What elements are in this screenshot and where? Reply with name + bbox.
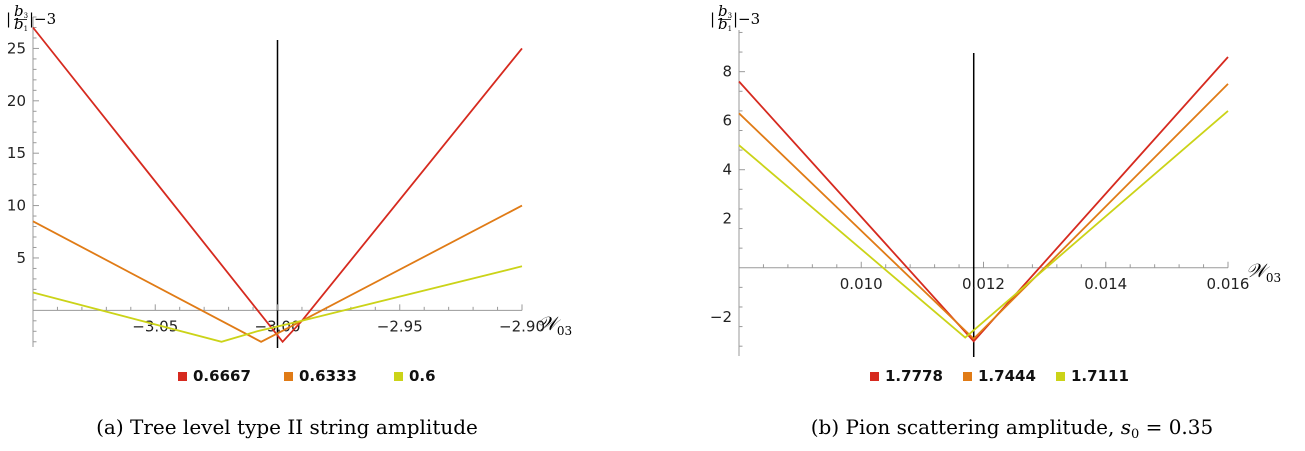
x-tick-label: −2.95 (377, 317, 423, 335)
legend-swatch-0.6667 (178, 372, 187, 381)
y-axis-label-denominator: b1 (14, 15, 28, 33)
y-tick-label: 15 (7, 144, 26, 162)
y-axis-label-numerator: b3 (718, 2, 732, 20)
x-axis-label-var: 𝒲 (1246, 260, 1270, 282)
caption-rest: = 0.35 (1139, 415, 1213, 439)
x-axis-label: 𝒲03 (537, 313, 572, 338)
x-axis-label-var: 𝒲 (537, 313, 561, 335)
y-tick-label: 10 (7, 197, 26, 215)
y-tick-label: 2 (722, 210, 732, 228)
y-axis-label-num-sub: 3 (728, 12, 732, 20)
x-axis-label: 𝒲03 (1246, 260, 1281, 285)
legend-label: 0.6 (409, 367, 436, 385)
y-axis-label-num-var: b (718, 2, 728, 20)
caption-var: s (1121, 415, 1131, 439)
series-line-1.7444 (738, 83, 1229, 341)
x-tick-label: 0.016 (1207, 275, 1250, 293)
caption-var-sub: 0 (1131, 427, 1139, 442)
legend-label: 0.6667 (193, 367, 251, 385)
y-axis-label-open: | (710, 10, 715, 28)
y-axis-label-num-sub: 3 (24, 12, 28, 20)
caption: (a) Tree level type II string amplitude (96, 415, 478, 439)
x-tick-label: −2.90 (499, 317, 545, 335)
caption-text: (b) Pion scattering amplitude, (811, 415, 1121, 439)
x-tick-label: 0.012 (962, 275, 1005, 293)
y-axis-label-denominator: b1 (718, 15, 732, 33)
legend-swatch-1.7111 (1056, 372, 1065, 381)
x-tick-label: 0.014 (1084, 275, 1127, 293)
legend-label: 1.7778 (885, 367, 943, 385)
y-tick-label: 5 (16, 249, 26, 267)
y-axis-label-close: |−3 (733, 10, 760, 28)
legend: 1.7778 1.7444 1.7111 (870, 367, 1129, 385)
legend-label: 1.7444 (978, 367, 1036, 385)
legend-swatch-1.7778 (870, 372, 879, 381)
y-tick-label: 25 (7, 39, 26, 57)
x-tick-label: 0.010 (840, 275, 883, 293)
y-axis-label-den-var: b (14, 15, 24, 33)
legend-swatch-0.6333 (284, 372, 293, 381)
legend: 0.6667 0.6333 0.6 (178, 367, 436, 385)
y-axis-label-num-var: b (14, 2, 24, 20)
series-line-0.6667 (32, 26, 523, 344)
y-axis-label-den-sub: 1 (24, 25, 28, 33)
y-tick-label: −2 (710, 308, 732, 326)
legend-label: 0.6333 (299, 367, 357, 385)
legend-swatch-0.6 (394, 372, 403, 381)
y-tick-label: 4 (722, 161, 732, 179)
legend-label: 1.7111 (1071, 367, 1129, 385)
legend-swatch-1.7444 (963, 372, 972, 381)
x-axis-label-sub: 03 (1266, 271, 1281, 285)
y-axis-label-den-sub: 1 (728, 25, 732, 33)
series-line-1.7778 (738, 56, 1229, 343)
series-line-1.7111 (738, 110, 1229, 339)
y-tick-label: 20 (7, 92, 26, 110)
x-axis-label-sub: 03 (557, 324, 572, 338)
series-line-0.6 (32, 265, 523, 343)
y-axis-label-numerator: b3 (14, 2, 28, 20)
y-axis-label-den-var: b (718, 15, 728, 33)
caption: (b) Pion scattering amplitude, s0 = 0.35 (811, 415, 1214, 442)
y-axis-label-close: |−3 (29, 10, 56, 28)
y-tick-label: 8 (722, 63, 732, 81)
series-line-0.6333 (32, 204, 523, 343)
y-axis-label-open: | (6, 10, 11, 28)
y-tick-label: 6 (722, 112, 732, 130)
